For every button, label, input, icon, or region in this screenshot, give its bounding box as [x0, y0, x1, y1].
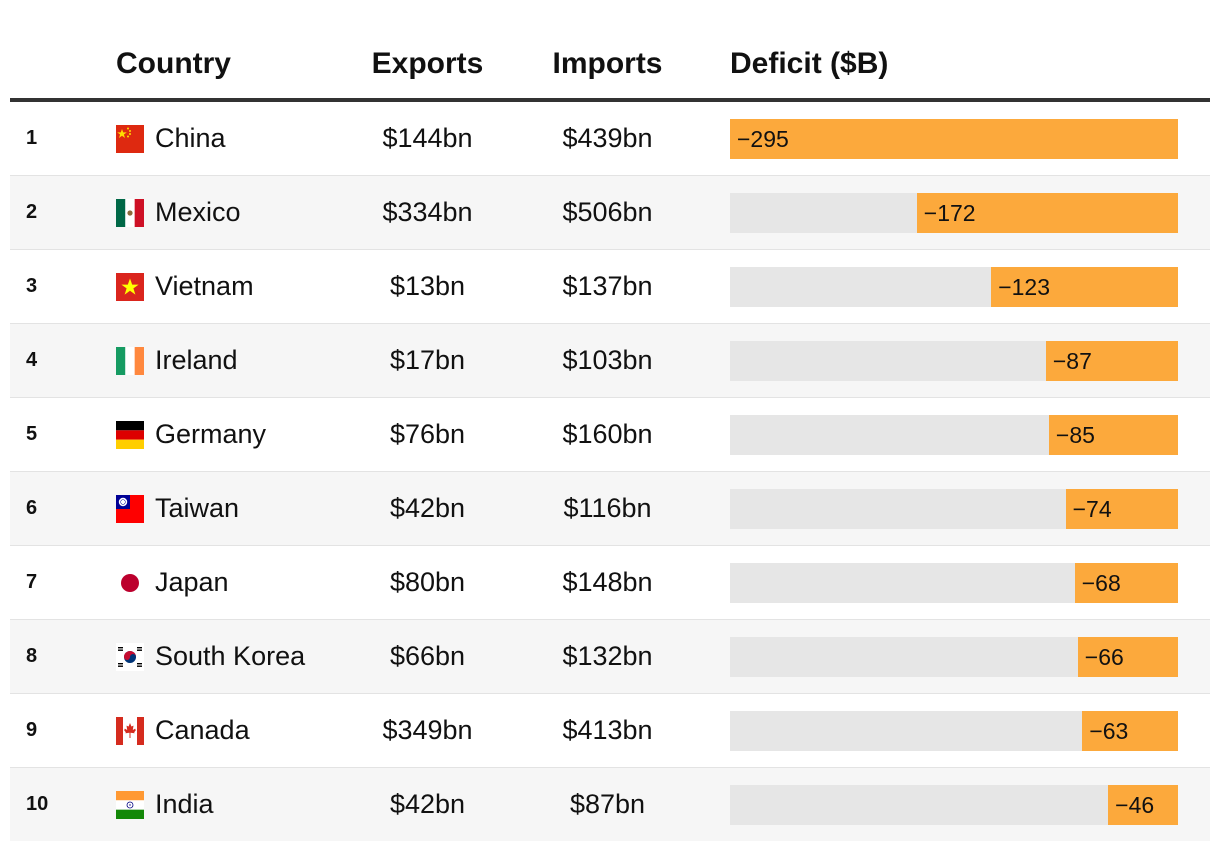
table-row-4: 4 Ireland $17bn $103bn −87	[10, 324, 1210, 398]
table-row-3: 3 Vietnam $13bn $137bn −123	[10, 250, 1210, 324]
country-cell: India	[155, 789, 214, 819]
imports-cell: $413bn	[562, 715, 653, 745]
table-row-7: 7 Japan $80bn $148bn −68	[10, 546, 1210, 620]
imports-cell: $103bn	[562, 345, 653, 375]
exports-cell: $76bn	[389, 419, 466, 449]
rank-cell: 5	[26, 423, 38, 445]
country-cell: South Korea	[155, 641, 306, 671]
india-flag-icon	[116, 791, 144, 819]
deficit-bar-track: −87	[730, 341, 1178, 381]
imports-cell: $132bn	[562, 641, 653, 671]
country-cell: Japan	[155, 567, 229, 597]
country-cell: Ireland	[155, 345, 238, 375]
table-row-2: 2 Mexico $334bn $506bn −172	[10, 176, 1210, 250]
rank-cell: 8	[26, 645, 38, 667]
deficit-bar-2	[916, 193, 1178, 233]
deficit-label: −74	[1072, 496, 1112, 522]
mexico-flag-icon	[116, 199, 144, 227]
deficit-bar-3	[991, 267, 1178, 307]
deficit-bar-7	[1074, 563, 1178, 603]
deficit-bar-track: −172	[730, 193, 1178, 233]
exports-cell: $13bn	[389, 271, 466, 301]
rank-cell: 7	[26, 571, 38, 593]
deficit-label: −66	[1084, 644, 1124, 670]
vietnam-flag-icon	[116, 273, 144, 301]
rank-cell: 3	[26, 275, 38, 297]
deficit-bar-8	[1077, 637, 1178, 677]
imports-cell: $506bn	[562, 197, 653, 227]
table-row-5: 5 Germany $76bn $160bn −85	[10, 398, 1210, 472]
deficit-label: −123	[998, 274, 1051, 300]
country-cell: Germany	[155, 419, 267, 449]
country-cell: China	[155, 123, 226, 153]
deficit-bar-track: −68	[730, 563, 1178, 603]
header-imports: Imports	[552, 47, 663, 80]
country-cell: Vietnam	[155, 271, 254, 301]
header-exports: Exports	[371, 47, 484, 80]
rank-cell: 4	[26, 349, 38, 371]
rank-cell: 6	[26, 497, 38, 519]
table-row-9: 9 Canada $349bn $413bn −63	[10, 694, 1210, 768]
rank-cell: 1	[26, 127, 38, 149]
germany-flag-icon	[116, 421, 144, 449]
rank-cell: 2	[26, 201, 38, 223]
canada-flag-icon	[116, 717, 144, 745]
deficit-label: −46	[1115, 792, 1155, 818]
deficit-label: −68	[1081, 570, 1121, 596]
imports-cell: $148bn	[562, 567, 653, 597]
exports-cell: $42bn	[389, 789, 466, 819]
exports-cell: $144bn	[382, 123, 473, 153]
deficit-bar-track: −295	[730, 119, 1178, 159]
deficit-bar-track: −63	[730, 711, 1178, 751]
header-country: Country	[116, 47, 231, 80]
ireland-flag-icon	[116, 347, 144, 375]
table-row-1: 1 China $144bn $439bn −295	[10, 102, 1210, 176]
deficit-bar-4	[1045, 341, 1178, 381]
table-row-10: 10 India $42bn $87bn −46	[10, 768, 1210, 841]
deficit-label: −85	[1055, 422, 1095, 448]
deficit-bar-5	[1048, 415, 1178, 455]
deficit-label: −295	[737, 126, 789, 152]
taiwan-flag-icon	[116, 495, 144, 523]
imports-cell: $439bn	[562, 123, 653, 153]
trade-deficit-table: Country Exports Imports Deficit ($B) 1 C…	[10, 28, 1210, 841]
table-body: 1 China $144bn $439bn −295 2 Mexico $334…	[10, 102, 1210, 841]
rank-cell: 10	[26, 793, 49, 815]
deficit-bar-track: −74	[730, 489, 1178, 529]
header-deficit: Deficit ($B)	[730, 47, 889, 80]
deficit-bar-track: −46	[730, 785, 1178, 825]
imports-cell: $87bn	[569, 789, 646, 819]
exports-cell: $42bn	[389, 493, 466, 523]
exports-cell: $66bn	[389, 641, 466, 671]
imports-cell: $137bn	[562, 271, 653, 301]
table-header: Country Exports Imports Deficit ($B)	[10, 28, 1210, 102]
japan-flag-icon	[116, 569, 144, 597]
deficit-label: −63	[1089, 718, 1129, 744]
exports-cell: $349bn	[382, 715, 473, 745]
country-cell: Canada	[155, 715, 250, 745]
deficit-bar-9	[1082, 711, 1178, 751]
exports-cell: $17bn	[389, 345, 466, 375]
south-korea-flag-icon	[116, 643, 144, 671]
imports-cell: $160bn	[562, 419, 653, 449]
deficit-bar-track: −66	[730, 637, 1178, 677]
deficit-bar-1	[730, 119, 1178, 159]
table-row-6: 6 Taiwan $42bn $116bn −74	[10, 472, 1210, 546]
imports-cell: $116bn	[563, 493, 652, 523]
exports-cell: $334bn	[382, 197, 473, 227]
table-row-8: 8 South Korea $66bn $132bn −66	[10, 620, 1210, 694]
rank-cell: 9	[26, 719, 38, 741]
deficit-bar-track: −85	[730, 415, 1178, 455]
exports-cell: $80bn	[389, 567, 466, 597]
deficit-label: −172	[923, 200, 976, 226]
deficit-label: −87	[1052, 348, 1092, 374]
china-flag-icon	[116, 125, 144, 153]
deficit-bar-10	[1108, 785, 1178, 825]
country-cell: Mexico	[155, 197, 241, 227]
deficit-bar-6	[1065, 489, 1178, 529]
deficit-bar-track: −123	[730, 267, 1178, 307]
country-cell: Taiwan	[155, 493, 240, 523]
